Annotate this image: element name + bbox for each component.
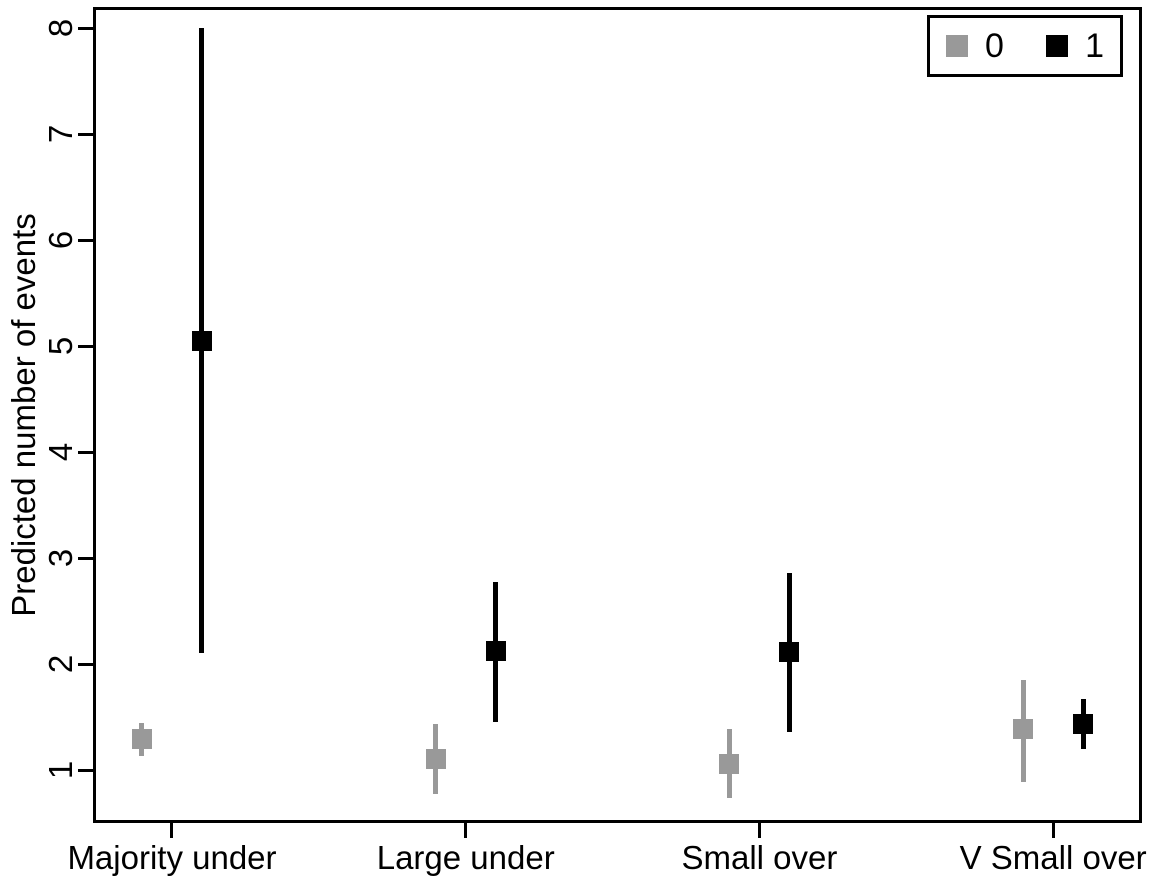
point-marker bbox=[719, 753, 740, 774]
x-tick-label: Majority under bbox=[67, 839, 277, 876]
legend-swatch-black-icon bbox=[1046, 35, 1069, 57]
y-tick bbox=[78, 662, 93, 666]
point-marker bbox=[1073, 714, 1094, 735]
plot-area bbox=[93, 7, 1142, 823]
y-tick bbox=[78, 344, 93, 348]
point-marker bbox=[779, 642, 800, 663]
x-tick-label: Small over bbox=[681, 839, 838, 876]
point-marker bbox=[485, 641, 506, 662]
legend: 0 1 bbox=[927, 15, 1123, 77]
legend-item-0: 0 bbox=[946, 29, 1004, 63]
point-marker bbox=[425, 749, 446, 770]
y-tick-label: 4 bbox=[42, 442, 79, 462]
x-tick bbox=[170, 823, 174, 838]
y-tick-label: 3 bbox=[42, 548, 79, 568]
legend-label-1: 1 bbox=[1085, 27, 1104, 65]
x-tick bbox=[464, 823, 468, 838]
x-tick bbox=[1051, 823, 1055, 838]
y-tick bbox=[78, 238, 93, 242]
x-tick-label: Large under bbox=[376, 839, 555, 876]
y-tick bbox=[78, 450, 93, 454]
y-tick-label: 8 bbox=[42, 19, 79, 38]
x-tick bbox=[757, 823, 761, 838]
y-tick-label: 7 bbox=[42, 124, 79, 144]
y-tick bbox=[78, 26, 93, 30]
point-marker bbox=[1013, 718, 1034, 739]
y-tick bbox=[78, 556, 93, 560]
y-axis-title: Predicted number of events bbox=[5, 213, 42, 617]
point-marker bbox=[191, 330, 212, 351]
legend-label-0: 0 bbox=[985, 27, 1004, 65]
y-tick-label: 6 bbox=[42, 230, 79, 250]
x-tick-label: V Small over bbox=[959, 839, 1147, 876]
y-tick-label: 2 bbox=[42, 654, 79, 674]
legend-item-1: 1 bbox=[1046, 29, 1104, 63]
y-tick bbox=[78, 768, 93, 772]
legend-swatch-gray-icon bbox=[946, 35, 968, 57]
y-tick-label: 1 bbox=[42, 760, 79, 780]
y-tick-label: 5 bbox=[42, 336, 79, 356]
y-tick bbox=[78, 132, 93, 136]
point-marker bbox=[131, 729, 152, 750]
